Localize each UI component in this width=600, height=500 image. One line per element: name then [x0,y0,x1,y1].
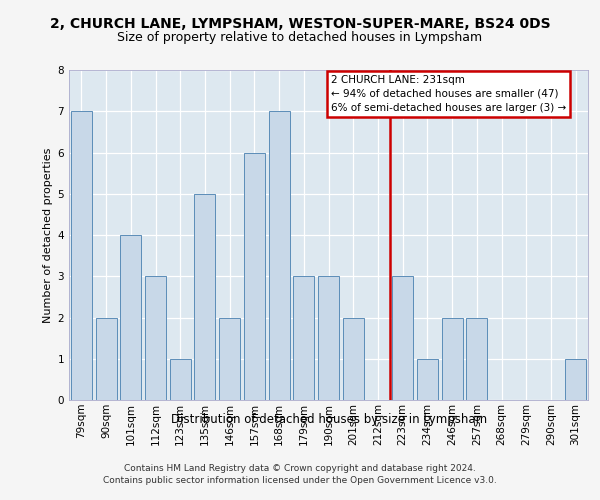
Bar [565,359,586,400]
Bar [343,318,364,400]
Bar [71,112,92,400]
Bar [442,318,463,400]
Text: 2 CHURCH LANE: 231sqm
← 94% of detached houses are smaller (47)
6% of semi-detac: 2 CHURCH LANE: 231sqm ← 94% of detached … [331,75,566,113]
Bar [194,194,215,400]
Text: 2, CHURCH LANE, LYMPSHAM, WESTON-SUPER-MARE, BS24 0DS: 2, CHURCH LANE, LYMPSHAM, WESTON-SUPER-M… [50,18,550,32]
Text: Size of property relative to detached houses in Lympsham: Size of property relative to detached ho… [118,32,482,44]
Bar [170,359,191,400]
Bar [120,235,141,400]
Text: Distribution of detached houses by size in Lympsham: Distribution of detached houses by size … [171,412,487,426]
Bar [293,276,314,400]
Bar [417,359,438,400]
Bar [269,112,290,400]
Bar [95,318,116,400]
Bar [145,276,166,400]
Bar [466,318,487,400]
Bar [244,152,265,400]
Bar [318,276,339,400]
Bar [392,276,413,400]
Text: Contains HM Land Registry data © Crown copyright and database right 2024.
Contai: Contains HM Land Registry data © Crown c… [103,464,497,485]
Bar [219,318,240,400]
Y-axis label: Number of detached properties: Number of detached properties [43,148,53,322]
